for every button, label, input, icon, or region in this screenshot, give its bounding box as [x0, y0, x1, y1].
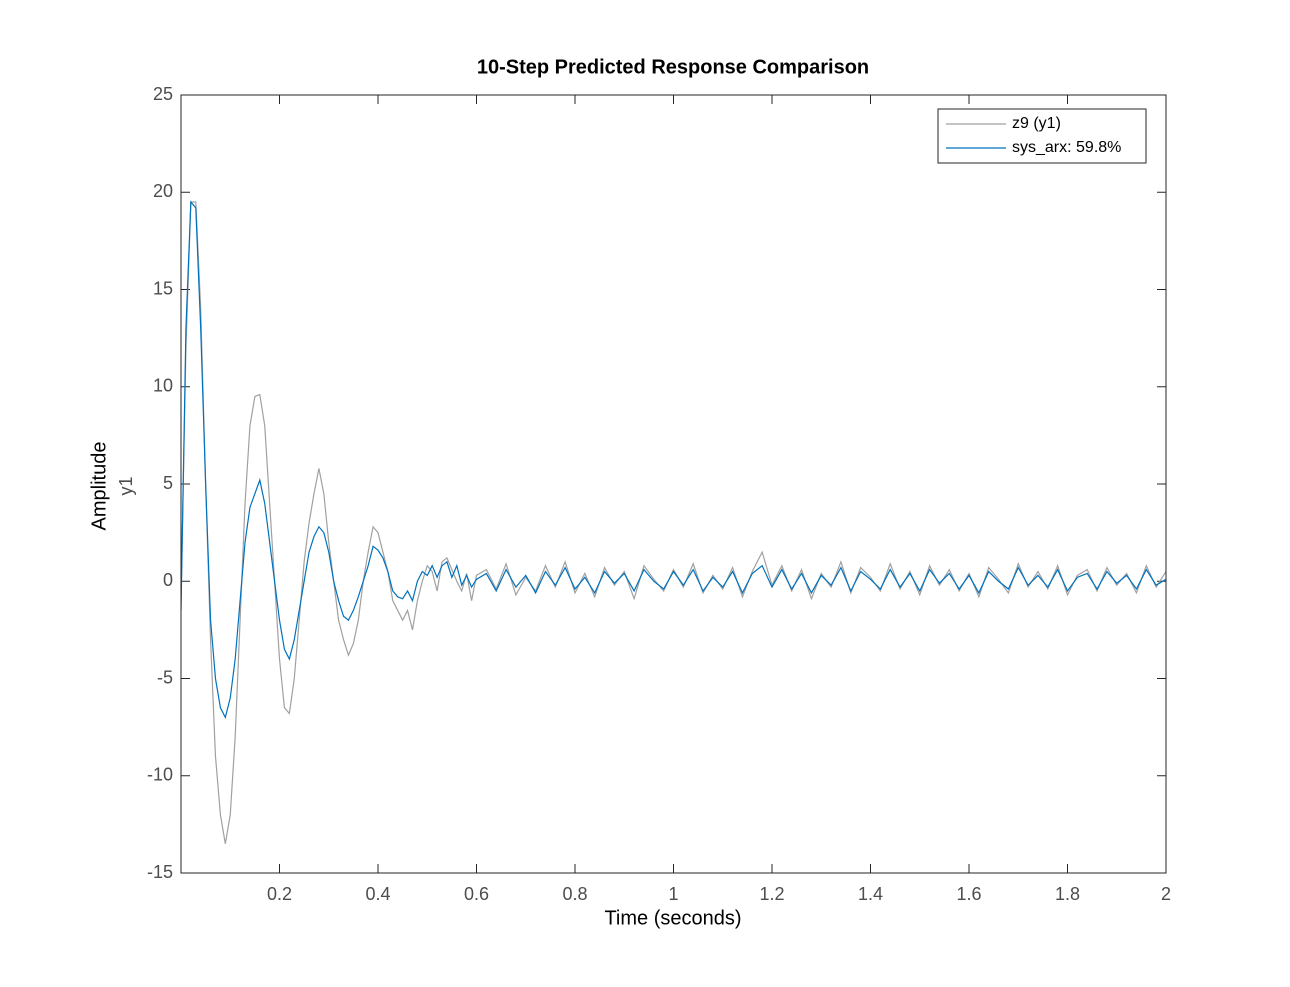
x-tick-label: 1.2: [759, 884, 784, 904]
y-axis-label: Amplitude: [88, 442, 110, 531]
y-tick-label: 0: [163, 570, 173, 590]
chart-title: 10-Step Predicted Response Comparison: [477, 56, 869, 78]
x-tick-label: 1.6: [956, 884, 981, 904]
x-tick-label: 0.4: [365, 884, 390, 904]
plot-frame: [180, 94, 1167, 874]
legend-label: sys_arx: 59.8%: [1012, 139, 1121, 156]
y-tick-label: -10: [147, 765, 173, 785]
x-tick-label: 1: [668, 884, 678, 904]
x-tick-label: 0.8: [562, 884, 587, 904]
y-tick-label: 25: [153, 84, 173, 104]
y-tick-label: 5: [163, 473, 173, 493]
x-tick-label: 0.6: [464, 884, 489, 904]
x-tick-label: 1.4: [858, 884, 883, 904]
data-line: [181, 201, 1166, 844]
y-tick-label: 10: [153, 376, 173, 396]
x-tick-label: 2: [1161, 884, 1171, 904]
y-tick-label: 20: [153, 181, 173, 201]
legend-box: [937, 108, 1147, 164]
output-label: y1: [116, 476, 136, 495]
x-tick-label: 0.2: [267, 884, 292, 904]
y-tick-label: -15: [147, 862, 173, 882]
legend-label: z9 (y1): [1012, 115, 1061, 132]
x-tick-label: 1.8: [1055, 884, 1080, 904]
y-tick-label: -5: [157, 667, 173, 687]
x-axis-label: Time (seconds): [604, 907, 741, 929]
y-tick-label: 15: [153, 278, 173, 298]
data-line: [181, 200, 1166, 720]
